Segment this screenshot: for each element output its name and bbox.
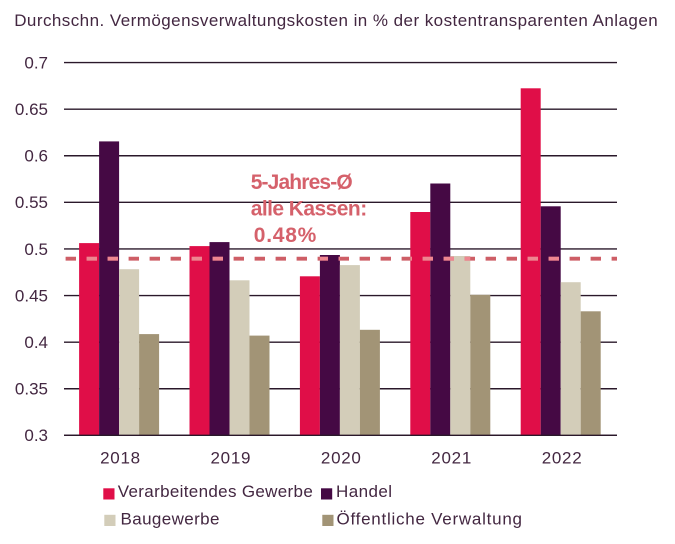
svg-text:0.35: 0.35 <box>15 380 48 399</box>
svg-text:Öffentliche Verwaltung: Öffentliche Verwaltung <box>337 510 523 529</box>
svg-text:0.4: 0.4 <box>24 333 48 352</box>
svg-text:2021: 2021 <box>431 448 471 467</box>
svg-text:2019: 2019 <box>211 448 251 467</box>
svg-text:Baugewerbe: Baugewerbe <box>121 510 220 529</box>
svg-text:5-Jahres-Ø: 5-Jahres-Ø <box>251 171 353 194</box>
svg-text:0.7: 0.7 <box>24 53 48 72</box>
svg-text:alle Kassen:: alle Kassen: <box>251 198 368 221</box>
svg-text:Durchschn. Vermögensverwaltung: Durchschn. Vermögensverwaltungskosten in… <box>14 11 658 30</box>
svg-text:0.48%: 0.48% <box>254 224 317 247</box>
svg-text:0.65: 0.65 <box>15 100 48 119</box>
svg-text:0.55: 0.55 <box>15 193 48 212</box>
svg-text:Verarbeitendes Gewerbe: Verarbeitendes Gewerbe <box>118 482 313 501</box>
svg-text:0.45: 0.45 <box>15 286 48 305</box>
svg-text:0.6: 0.6 <box>24 147 48 166</box>
svg-text:0.5: 0.5 <box>24 240 48 259</box>
svg-text:2018: 2018 <box>100 448 140 467</box>
svg-text:0.3: 0.3 <box>24 426 48 445</box>
svg-text:Handel: Handel <box>336 482 392 501</box>
svg-text:2022: 2022 <box>542 448 582 467</box>
svg-text:2020: 2020 <box>321 448 361 467</box>
